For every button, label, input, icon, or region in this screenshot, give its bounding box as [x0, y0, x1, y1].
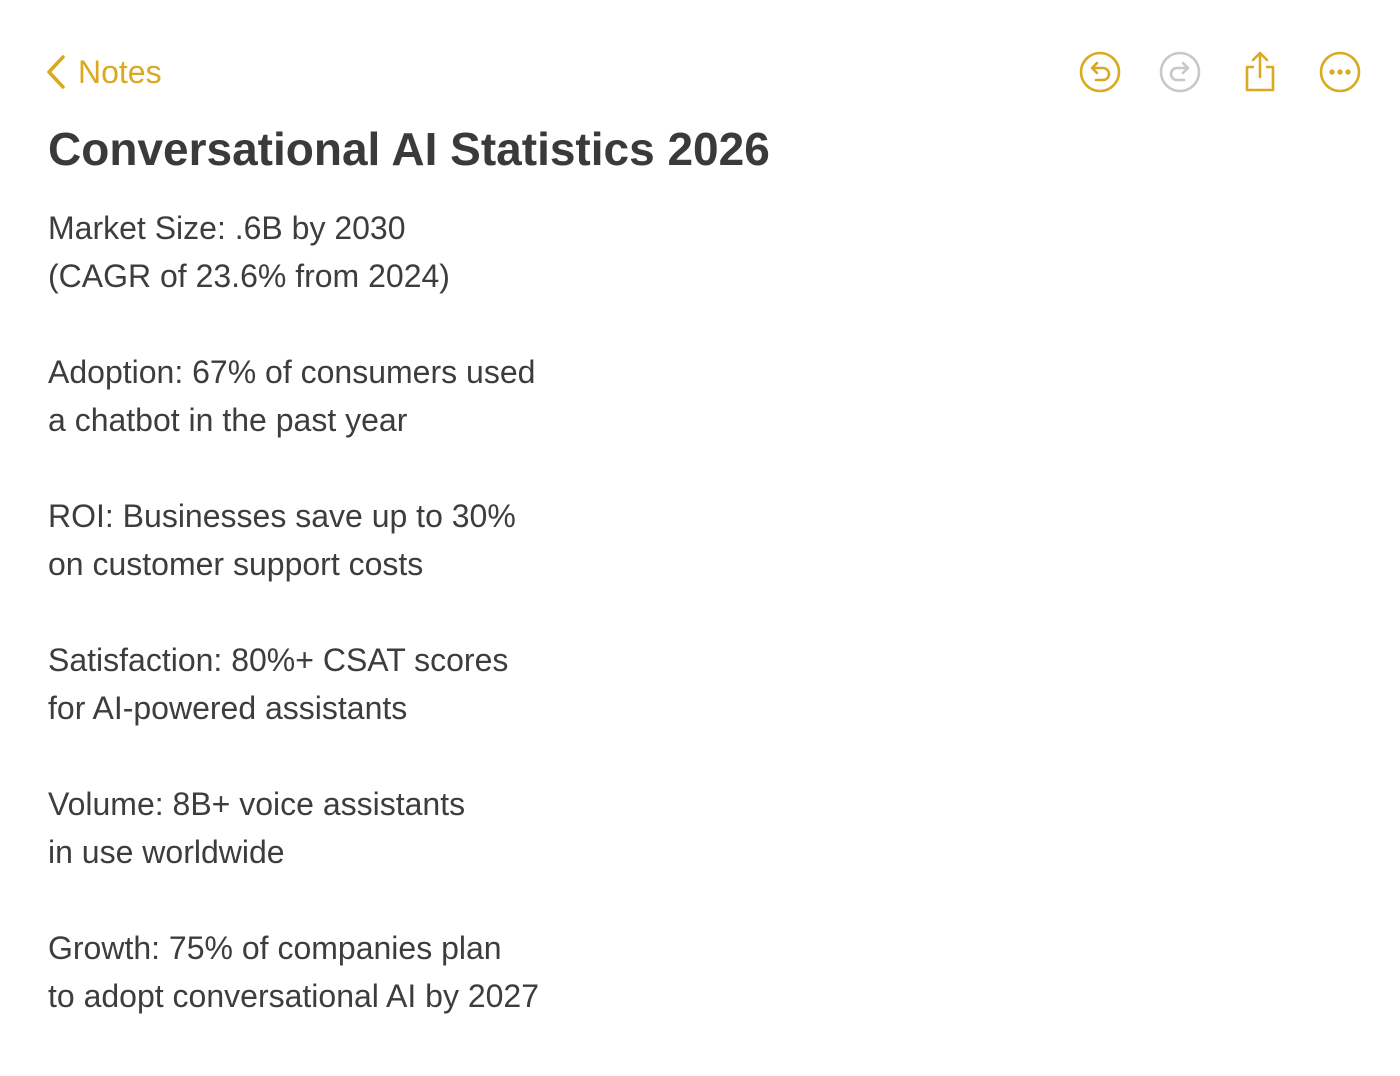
- share-button[interactable]: [1238, 50, 1282, 94]
- chevron-left-icon: [44, 54, 68, 90]
- back-label: Notes: [78, 54, 162, 90]
- more-icon: [1318, 50, 1362, 94]
- more-button[interactable]: [1318, 50, 1362, 94]
- stat-line: Market Size: .6B by 2030: [48, 210, 406, 246]
- redo-icon: [1158, 50, 1202, 94]
- stat-line: to adopt conversational AI by 2027: [48, 978, 540, 1014]
- undo-icon: [1078, 50, 1122, 94]
- stat-roi: ROI: Businesses save up to 30% on custom…: [48, 492, 1048, 588]
- note-title[interactable]: Conversational AI Statistics 2026: [48, 123, 770, 175]
- back-button[interactable]: Notes: [44, 50, 162, 94]
- stat-volume: Volume: 8B+ voice assistants in use worl…: [48, 780, 1048, 876]
- stat-line: ROI: Businesses save up to 30%: [48, 498, 516, 534]
- stat-line: a chatbot in the past year: [48, 402, 408, 438]
- stat-line: Adoption: 67% of consumers used: [48, 354, 536, 390]
- stat-line: (CAGR of 23.6% from 2024): [48, 258, 450, 294]
- undo-button[interactable]: [1078, 50, 1122, 94]
- stat-growth: Growth: 75% of companies plan to adopt c…: [48, 924, 1048, 1020]
- stat-line: in use worldwide: [48, 834, 285, 870]
- stat-satisfaction: Satisfaction: 80%+ CSAT scores for AI-po…: [48, 636, 1048, 732]
- stat-adoption: Adoption: 67% of consumers used a chatbo…: [48, 348, 1048, 444]
- stat-line: on customer support costs: [48, 546, 424, 582]
- stat-line: Volume: 8B+ voice assistants: [48, 786, 466, 822]
- stat-line: for AI-powered assistants: [48, 690, 408, 726]
- stat-market-size: Market Size: .6B by 2030 (CAGR of 23.6% …: [48, 204, 1048, 300]
- stat-line: Satisfaction: 80%+ CSAT scores: [48, 642, 509, 678]
- top-toolbar: Notes: [0, 0, 1400, 120]
- redo-button[interactable]: [1158, 50, 1202, 94]
- stat-line: Growth: 75% of companies plan: [48, 930, 502, 966]
- share-icon: [1238, 50, 1282, 94]
- note-body[interactable]: Market Size: .6B by 2030 (CAGR of 23.6% …: [48, 204, 1048, 1068]
